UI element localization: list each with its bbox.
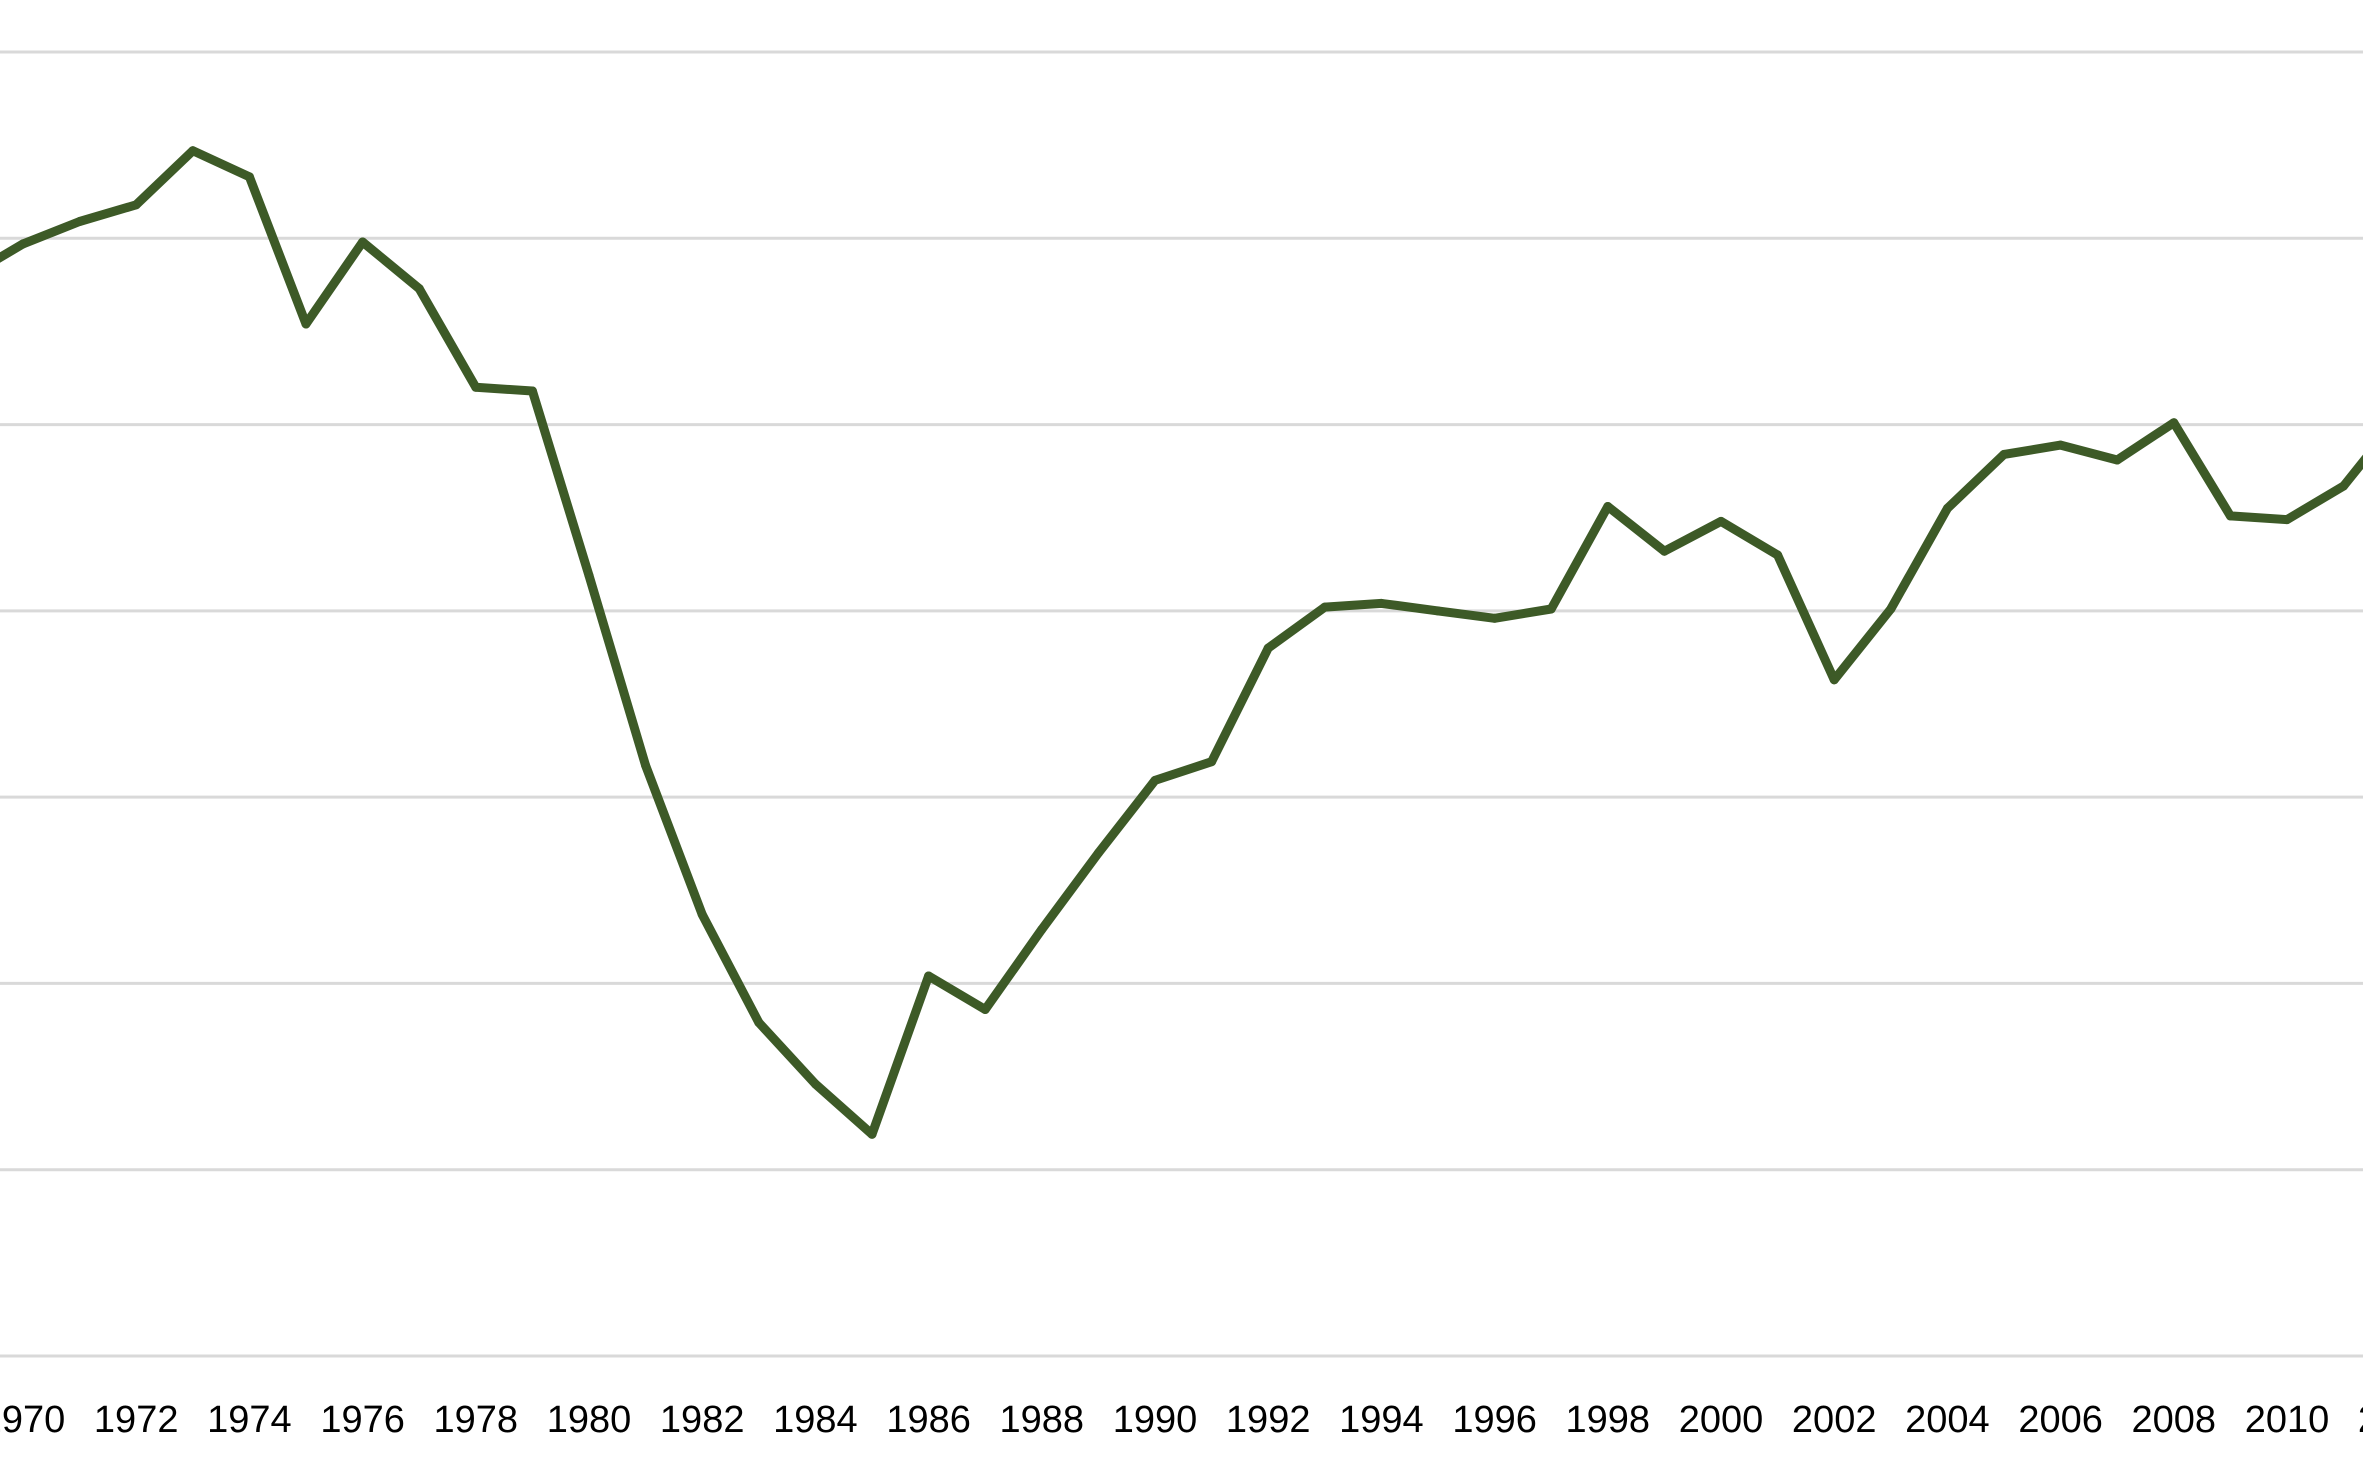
data-point [358, 237, 368, 247]
x-tick-label: 1998 [1566, 1399, 1651, 1441]
data-point [2282, 515, 2292, 525]
data-point [810, 1079, 820, 1089]
data-point [1207, 757, 1217, 767]
data-point [1999, 449, 2009, 459]
data-point [1320, 602, 1330, 612]
x-tick-label: 1974 [207, 1399, 292, 1441]
data-point [527, 386, 537, 396]
data-point [1603, 502, 1613, 511]
data-point [2339, 481, 2349, 491]
data-point [697, 910, 707, 919]
data-point [1773, 550, 1783, 560]
x-tick-label: 1972 [94, 1399, 179, 1441]
data-point [301, 319, 311, 329]
x-tick-label: 1990 [1113, 1399, 1198, 1441]
x-tick-label: 1980 [547, 1399, 632, 1441]
data-point [471, 382, 481, 392]
x-tick-label: 2012 [2358, 1399, 2363, 1441]
data-point [1716, 516, 1726, 526]
x-tick-label: 1970 [0, 1399, 65, 1441]
data-point [131, 200, 141, 210]
data-point [867, 1129, 877, 1139]
data-point [1942, 503, 1952, 513]
x-axis-tick-labels: 1970 1972 1974 1976 1978 1980 1982 1984 1986 1988… [0, 1399, 2363, 1441]
x-tick-label: 1988 [1000, 1399, 1085, 1441]
data-point [584, 571, 594, 580]
data-point [1376, 598, 1386, 608]
x-tick-label: 2010 [2245, 1399, 2330, 1441]
data-point [1490, 613, 1500, 623]
data-point [18, 239, 28, 249]
x-tick-label: 1982 [660, 1399, 745, 1441]
data-point [2112, 455, 2122, 465]
x-tick-label: 2004 [1905, 1399, 1990, 1441]
data-point [2169, 418, 2179, 428]
x-tick-label: 2008 [2132, 1399, 2217, 1441]
x-tick-label: 2000 [1679, 1399, 1764, 1441]
data-point [1886, 604, 1896, 614]
data-point [414, 284, 424, 294]
data-point [2056, 440, 2066, 450]
data-point [641, 761, 651, 770]
data-point [754, 1018, 764, 1027]
data-point [980, 1005, 990, 1014]
data-point [1263, 643, 1273, 653]
series-group [0, 146, 2363, 1139]
x-tick-label: 1996 [1452, 1399, 1537, 1441]
x-tick-label: 1994 [1339, 1399, 1424, 1441]
data-point [2225, 511, 2235, 521]
data-point [1659, 546, 1669, 556]
data-point [188, 146, 198, 156]
data-point [1433, 606, 1443, 616]
x-tick-label: 1986 [886, 1399, 971, 1441]
data-point [1093, 848, 1103, 858]
data-point [1546, 604, 1556, 614]
x-tick-label: 1984 [773, 1399, 858, 1441]
x-tick-label: 1976 [320, 1399, 405, 1441]
x-tick-label: 1992 [1226, 1399, 1311, 1441]
data-point [1037, 924, 1047, 934]
x-tick-label: 1978 [434, 1399, 519, 1441]
x-tick-label: 2006 [2018, 1399, 2103, 1441]
data-point [1829, 675, 1839, 685]
data-point [244, 172, 254, 182]
series-line [0, 146, 2363, 1139]
data-point [75, 217, 85, 226]
data-point [924, 971, 934, 981]
data-point [1150, 775, 1160, 785]
x-tick-label: 2002 [1792, 1399, 1877, 1441]
gridlines [0, 50, 2363, 1358]
